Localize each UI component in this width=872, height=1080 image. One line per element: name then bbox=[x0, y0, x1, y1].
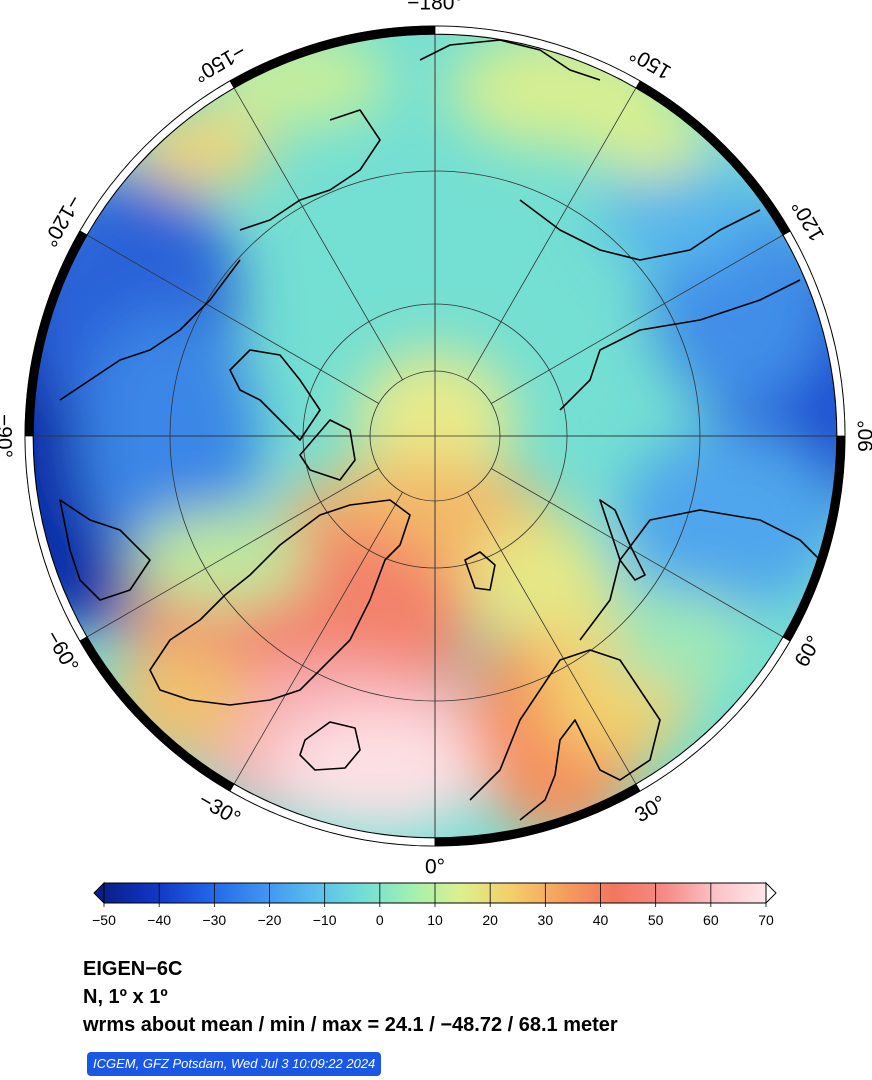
meridian-line bbox=[86, 234, 379, 404]
coastline-alaska bbox=[239, 109, 381, 231]
colorbar-tick-label: 50 bbox=[648, 912, 664, 928]
meridian-lines bbox=[33, 34, 837, 838]
model-title: EIGEN−6C bbox=[83, 958, 183, 980]
meridian-line bbox=[491, 468, 784, 638]
coastline-siberia-east bbox=[519, 199, 761, 261]
meridian-line bbox=[491, 234, 784, 404]
meridian-label: 60° bbox=[790, 632, 826, 671]
colorbar: −50 −40 −30 −20 −10 0 10 20 30 40 50 60 70 bbox=[92, 881, 777, 928]
meridian-line bbox=[467, 492, 637, 785]
coastline-siberia bbox=[559, 279, 801, 411]
gravity-anomaly-field bbox=[33, 34, 837, 838]
coastline-canadian-archipelago bbox=[229, 349, 321, 441]
coastline-svalbard bbox=[464, 551, 496, 591]
colorbar-high-arrow bbox=[765, 881, 777, 905]
colorbar-tick-label: −10 bbox=[313, 912, 337, 928]
coastline-greenland bbox=[149, 499, 411, 706]
credit-badge: ICGEM, GFZ Potsdam, Wed Jul 3 10:09:22 2… bbox=[87, 1052, 382, 1076]
colorbar-tick-label: −50 bbox=[92, 912, 116, 928]
colorbar-tick-label: 0 bbox=[376, 912, 384, 928]
model-statistics: wrms about mean / min / max = 24.1 / −48… bbox=[83, 1014, 618, 1036]
coastline-hudson bbox=[59, 499, 151, 601]
colorbar-tick-label: −40 bbox=[147, 912, 171, 928]
colorbar-tick-label: 40 bbox=[593, 912, 609, 928]
meridian-label: 30° bbox=[631, 791, 670, 827]
colorbar-low-arrow bbox=[93, 881, 105, 905]
coastline-novaya-zemlya bbox=[599, 499, 646, 581]
map-frame-checkerboard bbox=[24, 25, 846, 847]
meridian-label: −90° bbox=[0, 414, 15, 458]
coastline-canada bbox=[59, 259, 241, 401]
meridian-label: 0° bbox=[425, 856, 445, 879]
colorbar-tick-label: 10 bbox=[427, 912, 443, 928]
meridian-line bbox=[233, 87, 403, 380]
colorbar-tick-label: 70 bbox=[758, 912, 774, 928]
meridian-line bbox=[467, 87, 637, 380]
meridian-line bbox=[233, 492, 403, 785]
colorbar-tick-label: −30 bbox=[202, 912, 226, 928]
coastline-chukotka bbox=[419, 39, 601, 81]
coastline-iceland bbox=[299, 721, 361, 771]
meridian-label: 90° bbox=[855, 420, 872, 452]
colorbar-tick-label: 30 bbox=[538, 912, 554, 928]
coastline-ellesmere bbox=[299, 419, 356, 481]
model-resolution: N, 1º x 1º bbox=[83, 986, 168, 1008]
meridian-line bbox=[86, 468, 379, 638]
colorbar-tick-label: 20 bbox=[482, 912, 498, 928]
meridian-label: −180° bbox=[407, 0, 463, 15]
colorbar-tick-label: 60 bbox=[703, 912, 719, 928]
colorbar-tick-label: −20 bbox=[258, 912, 282, 928]
coastline-eurasia bbox=[579, 509, 821, 641]
coastlines bbox=[59, 39, 821, 821]
coastline-scandinavia bbox=[469, 649, 661, 821]
frame-segment bbox=[434, 25, 641, 89]
